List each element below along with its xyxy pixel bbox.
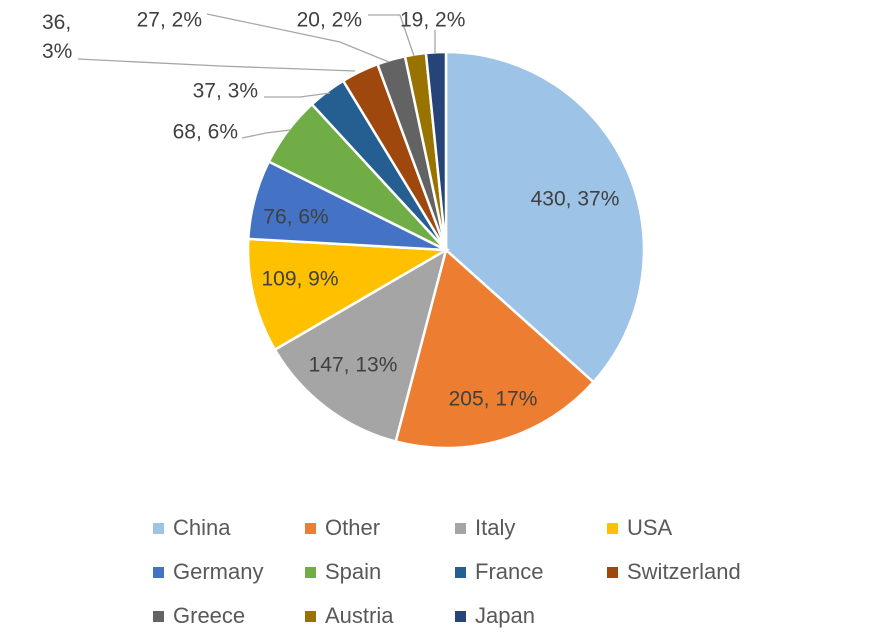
legend-swatch <box>455 610 466 622</box>
leader-line-spain <box>241 129 291 139</box>
legend-item-italy: Italy <box>455 515 515 541</box>
legend-swatch <box>153 566 164 578</box>
legend-label: USA <box>627 515 673 540</box>
legend-swatch <box>607 522 618 534</box>
leader-line-austria <box>368 14 415 57</box>
slice-italy <box>273 247 448 444</box>
legend-swatch <box>153 610 164 622</box>
legend-swatch <box>607 566 618 578</box>
data-label-france: 37, 3% <box>193 80 258 103</box>
legend-item-other: Other <box>305 515 380 541</box>
leader-line-greece <box>206 13 390 63</box>
legend-swatch <box>455 566 466 578</box>
legend-label: Japan <box>475 603 535 628</box>
legend-label: Other <box>325 515 381 540</box>
data-label-other: 205, 17% <box>449 388 538 411</box>
legend-item-greece: Greece <box>153 603 245 629</box>
slice-usa <box>246 237 451 352</box>
legend-item-switzerland: Switzerland <box>607 559 741 585</box>
slice-japan <box>424 50 448 251</box>
legend-item-usa: USA <box>607 515 672 541</box>
legend-swatch <box>153 522 164 534</box>
data-label-spain: 68, 6% <box>173 121 238 144</box>
data-label-usa: 109, 9% <box>261 268 338 291</box>
legend-item-china: China <box>153 515 230 541</box>
data-label-greece: 27, 2% <box>137 9 202 32</box>
legend-item-france: France <box>455 559 543 585</box>
legend-label: Greece <box>173 603 246 628</box>
legend-label: China <box>173 515 231 540</box>
data-label-japan: 19, 2% <box>400 9 465 32</box>
legend-swatch <box>305 522 316 534</box>
legend-label: Switzerland <box>627 559 741 584</box>
legend-item-germany: Germany <box>153 559 263 585</box>
slice-china <box>444 50 646 384</box>
leader-line-switzerland <box>77 58 356 72</box>
legend-item-japan: Japan <box>455 603 535 629</box>
data-label-italy: 147, 13% <box>309 354 398 377</box>
legend-item-austria: Austria <box>305 603 393 629</box>
data-label-china: 430, 37% <box>531 188 620 211</box>
legend-label: Austria <box>325 603 394 628</box>
legend-label: Spain <box>325 559 382 584</box>
pie-slices <box>246 50 646 450</box>
slice-other <box>394 247 596 450</box>
legend-item-spain: Spain <box>305 559 381 585</box>
legend-swatch <box>455 522 466 534</box>
legend-label: Italy <box>475 515 516 540</box>
leader-line-france <box>264 92 331 98</box>
legend-label: Germany <box>173 559 264 584</box>
leader-lines <box>77 13 436 139</box>
data-label-austria: 20, 2% <box>297 9 362 32</box>
legend-swatch <box>305 610 316 622</box>
legend-swatch <box>305 566 316 578</box>
data-label-germany: 76, 6% <box>263 206 328 229</box>
data-label-switzerland: 36, 3% <box>42 11 72 63</box>
legend-label: France <box>475 559 544 584</box>
data-labels: 430, 37% 205, 17% 147, 13% 109, 9% 76, 6% 68,… <box>42 9 619 411</box>
